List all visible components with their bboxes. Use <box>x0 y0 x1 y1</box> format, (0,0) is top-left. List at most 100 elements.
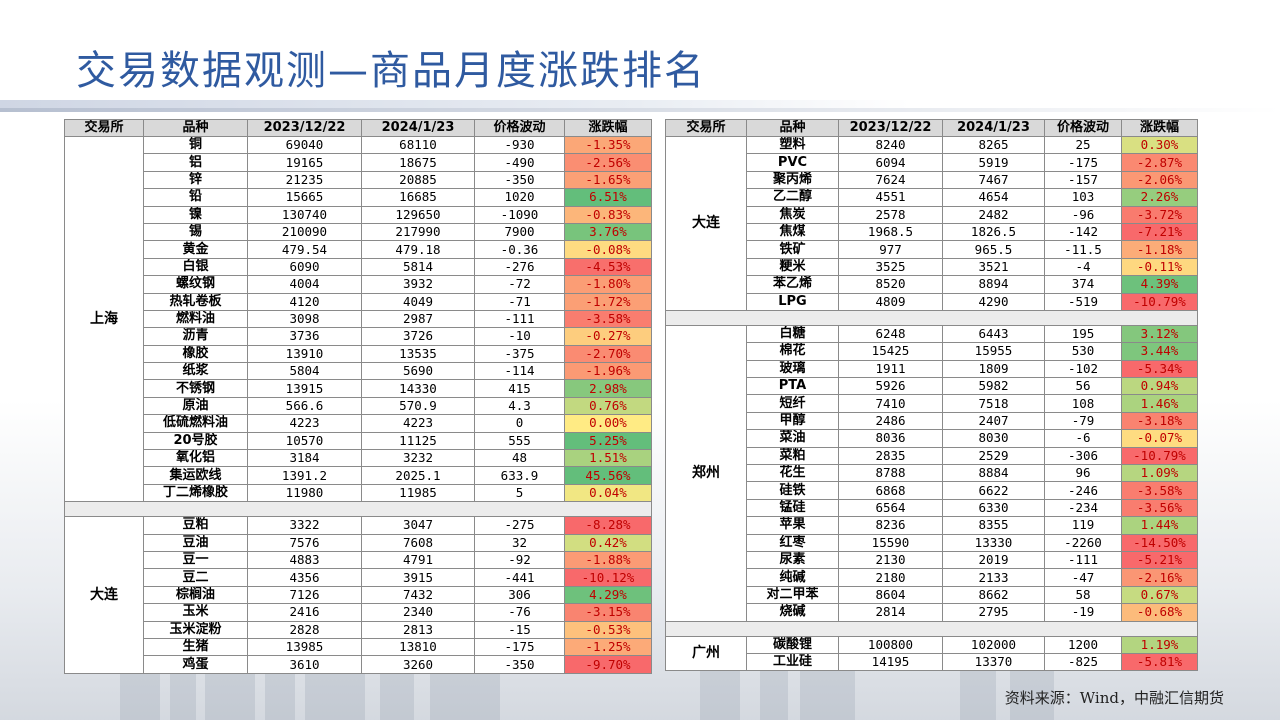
variety-cell: 不锈钢 <box>143 379 248 398</box>
variety-cell: 焦煤 <box>746 222 839 242</box>
price-change-cell: -72 <box>474 275 565 294</box>
change-pct-cell: -5.21% <box>1121 550 1198 570</box>
header-exchange: 交易所 <box>64 119 144 137</box>
price-start-cell: 1391.2 <box>247 466 362 485</box>
price-change-cell: 108 <box>1044 394 1122 413</box>
price-end-cell: 6443 <box>942 324 1045 344</box>
change-pct-cell: -10.79% <box>1121 446 1198 466</box>
change-pct-cell: -3.72% <box>1121 205 1198 224</box>
price-start-cell: 3098 <box>247 309 362 329</box>
price-start-cell: 4223 <box>247 414 362 433</box>
price-start-cell: 6868 <box>838 481 943 500</box>
price-end-cell: 8884 <box>942 464 1045 483</box>
variety-cell: PTA <box>746 377 839 396</box>
price-change-cell: -111 <box>1044 550 1122 570</box>
price-change-cell: -306 <box>1044 446 1122 466</box>
price-end-cell: 2407 <box>942 411 1045 431</box>
price-end-cell: 217990 <box>361 222 475 242</box>
variety-cell: 红枣 <box>746 533 839 552</box>
price-change-cell: 195 <box>1044 324 1122 344</box>
price-start-cell: 14195 <box>838 652 943 672</box>
variety-cell: 玉米 <box>143 603 248 622</box>
variety-cell: 铜 <box>143 135 248 155</box>
ranking-table-right: 交易所 品种 2023/12/22 2024/1/23 价格波动 涨跌幅 大连塑… <box>665 119 1198 672</box>
change-pct-cell: -10.12% <box>564 568 652 587</box>
source-note: 资料来源：Wind，中融汇信期货 <box>1004 689 1224 707</box>
variety-cell: 苹果 <box>746 516 839 535</box>
price-change-cell: -11.5 <box>1044 240 1122 259</box>
change-pct-cell: 0.30% <box>1121 135 1198 155</box>
variety-cell: 白糖 <box>746 324 839 344</box>
price-change-cell: 1020 <box>474 188 565 207</box>
price-start-cell: 4551 <box>838 188 943 207</box>
table-row: 苹果 8236 8355 119 1.44% <box>666 516 1198 535</box>
price-change-cell: -15 <box>474 620 565 639</box>
price-change-cell: -276 <box>474 257 565 277</box>
table-row: 上海铜 69040 68110 -930 -1.35% <box>64 135 652 503</box>
table-row: 纸浆 5804 5690 -114 -1.96% <box>65 362 652 381</box>
variety-cell: 螺纹钢 <box>143 275 248 294</box>
variety-cell: 镍 <box>143 205 248 224</box>
variety-cell: 铝 <box>143 153 248 172</box>
price-change-cell: -175 <box>474 637 565 657</box>
change-pct-cell: 4.39% <box>1121 275 1198 294</box>
variety-cell: 纸浆 <box>143 362 248 381</box>
price-start-cell: 15425 <box>838 342 943 361</box>
variety-cell: 20号胶 <box>143 431 248 451</box>
table-row: 棕榈油 7126 7432 306 4.29% <box>65 585 652 605</box>
price-end-cell: 1826.5 <box>942 222 1045 242</box>
price-change-cell: 58 <box>1044 585 1122 605</box>
table-row: 燃料油 3098 2987 -111 -3.58% <box>65 309 652 329</box>
variety-cell: 纯碱 <box>746 568 839 587</box>
price-end-cell: 13370 <box>942 652 1045 672</box>
price-change-cell: 530 <box>1044 342 1122 361</box>
change-pct-cell: -10.79% <box>1121 292 1198 311</box>
price-start-cell: 7126 <box>247 585 362 605</box>
variety-cell: 短纤 <box>746 394 839 413</box>
price-start-cell: 1968.5 <box>838 222 943 242</box>
header-date-end: 2024/1/23 <box>942 119 1045 137</box>
price-end-cell: 15955 <box>942 342 1045 361</box>
price-start-cell: 3525 <box>838 257 943 277</box>
price-change-cell: 374 <box>1044 275 1122 294</box>
price-end-cell: 7432 <box>361 585 475 605</box>
table-row: PVC 6094 5919 -175 -2.87% <box>666 153 1198 172</box>
variety-cell: 铅 <box>143 188 248 207</box>
change-pct-cell: 1.51% <box>564 449 652 468</box>
price-start-cell: 977 <box>838 240 943 259</box>
price-start-cell: 13910 <box>247 344 362 364</box>
price-end-cell: 4791 <box>361 550 475 570</box>
change-pct-cell: -3.18% <box>1121 411 1198 431</box>
change-pct-cell: -4.53% <box>564 257 652 277</box>
price-end-cell: 20885 <box>361 170 475 190</box>
price-end-cell: 965.5 <box>942 240 1045 259</box>
variety-cell: 烧碱 <box>746 603 839 622</box>
group-separator-row <box>64 501 652 518</box>
table-row: 锰硅 6564 6330 -234 -3.56% <box>666 498 1198 518</box>
price-end-cell: 5982 <box>942 377 1045 396</box>
exchange-cell: 大连 <box>665 136 747 311</box>
price-change-cell: -6 <box>1044 429 1122 448</box>
change-pct-cell: 2.98% <box>564 379 652 398</box>
change-pct-cell: -14.50% <box>1121 533 1198 552</box>
table-row: 沥青 3736 3726 -10 -0.27% <box>65 327 652 346</box>
price-end-cell: 13810 <box>361 637 475 657</box>
variety-cell: 棉花 <box>746 342 839 361</box>
change-pct-cell: 3.44% <box>1121 342 1198 361</box>
change-pct-cell: -1.65% <box>564 170 652 190</box>
table-row: 尿素 2130 2019 -111 -5.21% <box>666 550 1198 570</box>
variety-cell: 橡胶 <box>143 344 248 364</box>
price-start-cell: 2835 <box>838 446 943 466</box>
change-pct-cell: 0.67% <box>1121 585 1198 605</box>
price-start-cell: 7624 <box>838 170 943 190</box>
price-end-cell: 129650 <box>361 205 475 224</box>
price-change-cell: 96 <box>1044 464 1122 483</box>
table-row: 黄金 479.54 479.18 -0.36 -0.08% <box>65 240 652 259</box>
change-pct-cell: -7.21% <box>1121 222 1198 242</box>
variety-cell: 锰硅 <box>746 498 839 518</box>
price-change-cell: 1200 <box>1044 635 1122 654</box>
change-pct-cell: 6.51% <box>564 188 652 207</box>
table-header-row: 交易所 品种 2023/12/22 2024/1/23 价格波动 涨跌幅 <box>64 119 652 137</box>
variety-cell: 菜粕 <box>746 446 839 466</box>
price-end-cell: 68110 <box>361 135 475 155</box>
